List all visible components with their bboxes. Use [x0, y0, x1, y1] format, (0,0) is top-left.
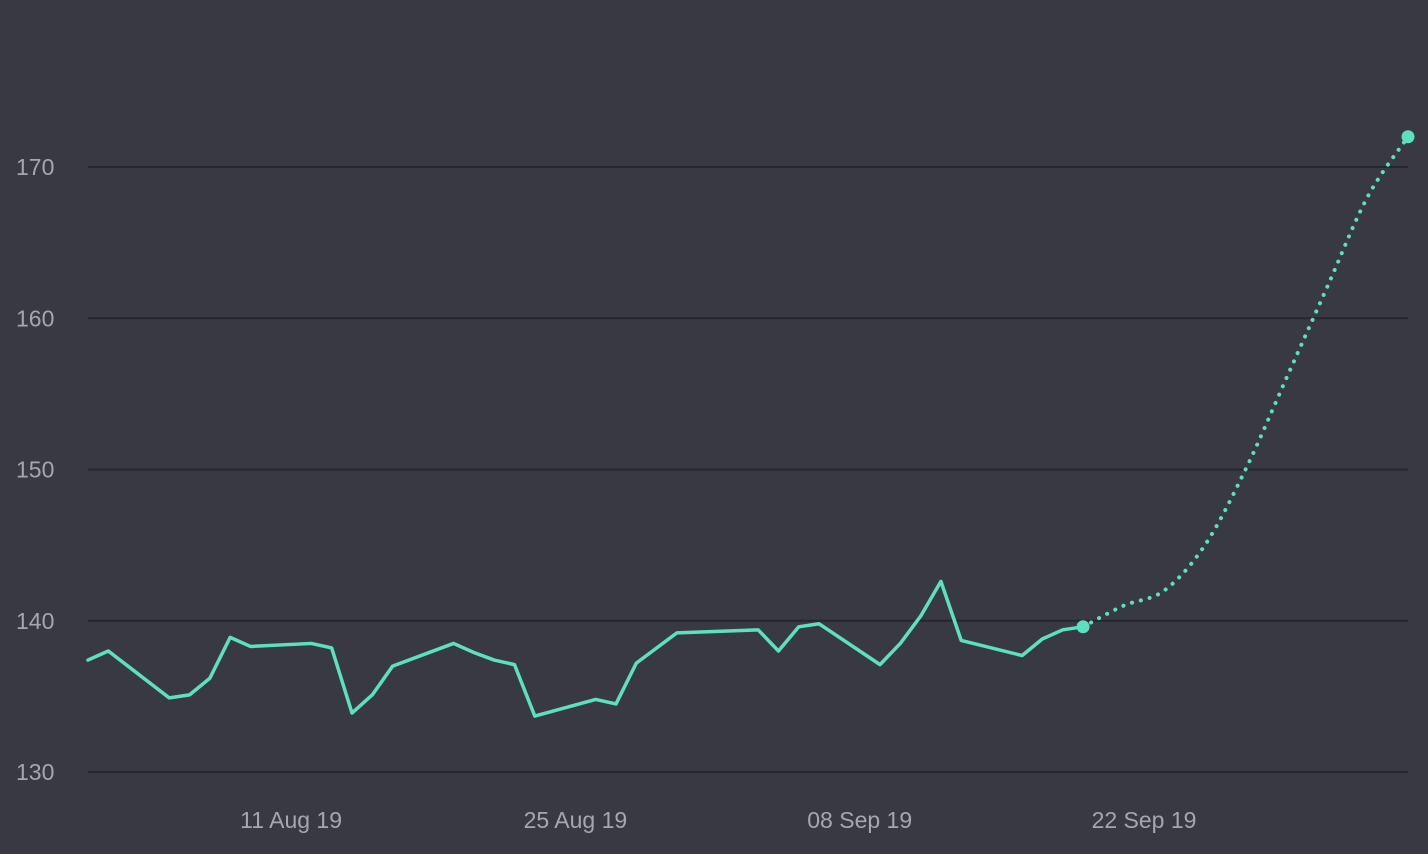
y-tick-label: 140 [16, 608, 54, 634]
x-tick-label: 22 Sep 19 [1092, 807, 1197, 833]
y-tick-label: 170 [16, 154, 54, 180]
marker-layer [1076, 130, 1415, 634]
forecast-series-line [1081, 134, 1410, 629]
price-series-line [86, 579, 1085, 718]
last-actual-point-marker[interactable] [1076, 620, 1090, 634]
x-tick-label: 08 Sep 19 [807, 807, 912, 833]
x-tick-label: 25 Aug 19 [524, 807, 628, 833]
series-layer [86, 134, 1410, 718]
y-tick-label: 130 [16, 759, 54, 785]
forecast-end-point-marker[interactable] [1401, 130, 1415, 144]
y-tick-label: 160 [16, 305, 54, 331]
y-tick-label: 150 [16, 457, 54, 483]
grid-layer [88, 166, 1408, 773]
y-axis-ticks: 130 140 150 160 170 [16, 154, 54, 785]
x-axis-ticks: 11 Aug 19 25 Aug 19 08 Sep 19 22 Sep 19 [240, 807, 1196, 833]
x-tick-label: 11 Aug 19 [240, 807, 342, 833]
